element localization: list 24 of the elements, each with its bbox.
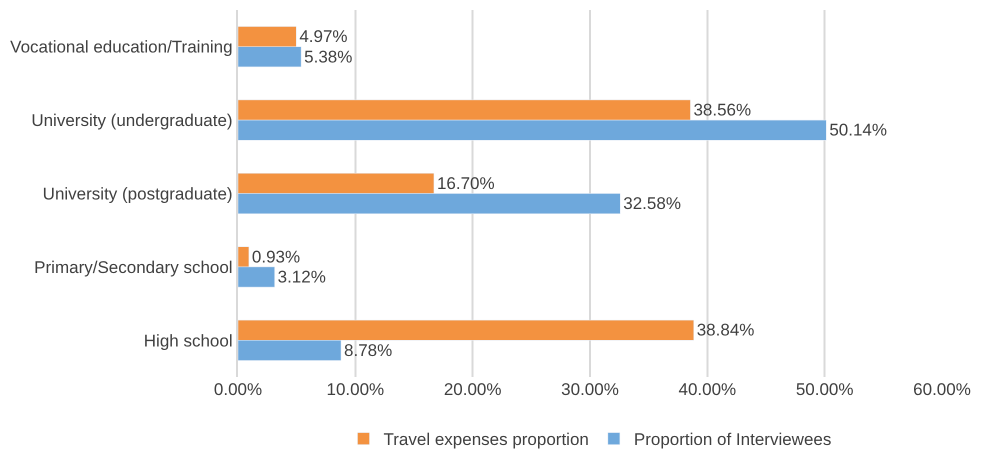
y-tick-label: University (postgraduate) bbox=[42, 184, 233, 204]
x-tick-label: 30.00% bbox=[561, 380, 619, 399]
data-label: 50.14% bbox=[829, 120, 887, 140]
x-tick-label: 10.00% bbox=[326, 380, 384, 399]
x-tick-label: 0.00% bbox=[214, 380, 262, 399]
x-tick-label: 50.00% bbox=[796, 380, 854, 399]
data-label: 0.93% bbox=[252, 247, 300, 266]
x-tick-label: 40.00% bbox=[678, 380, 736, 399]
data-label: 5.38% bbox=[304, 47, 352, 66]
data-label: 8.78% bbox=[344, 340, 392, 360]
y-tick-label: Vocational education/Training bbox=[10, 38, 233, 57]
y-tick-label: High school bbox=[144, 331, 233, 350]
data-label: 38.84% bbox=[696, 320, 754, 340]
y-tick-label: Primary/Secondary school bbox=[34, 258, 233, 277]
data-label: 38.56% bbox=[693, 100, 752, 120]
legend-label: Proportion of Interviewees bbox=[634, 430, 832, 450]
x-tick-label: 60.00% bbox=[913, 380, 971, 399]
data-label: 16.70% bbox=[436, 174, 495, 193]
x-tick-label: 20.00% bbox=[444, 380, 502, 399]
y-tick-label: University (undergraduate) bbox=[31, 111, 233, 130]
data-label: 4.97% bbox=[299, 27, 348, 46]
legend-label: Travel expenses proportion bbox=[384, 430, 589, 450]
data-label: 3.12% bbox=[278, 267, 326, 286]
data-label: 32.58% bbox=[623, 194, 681, 214]
